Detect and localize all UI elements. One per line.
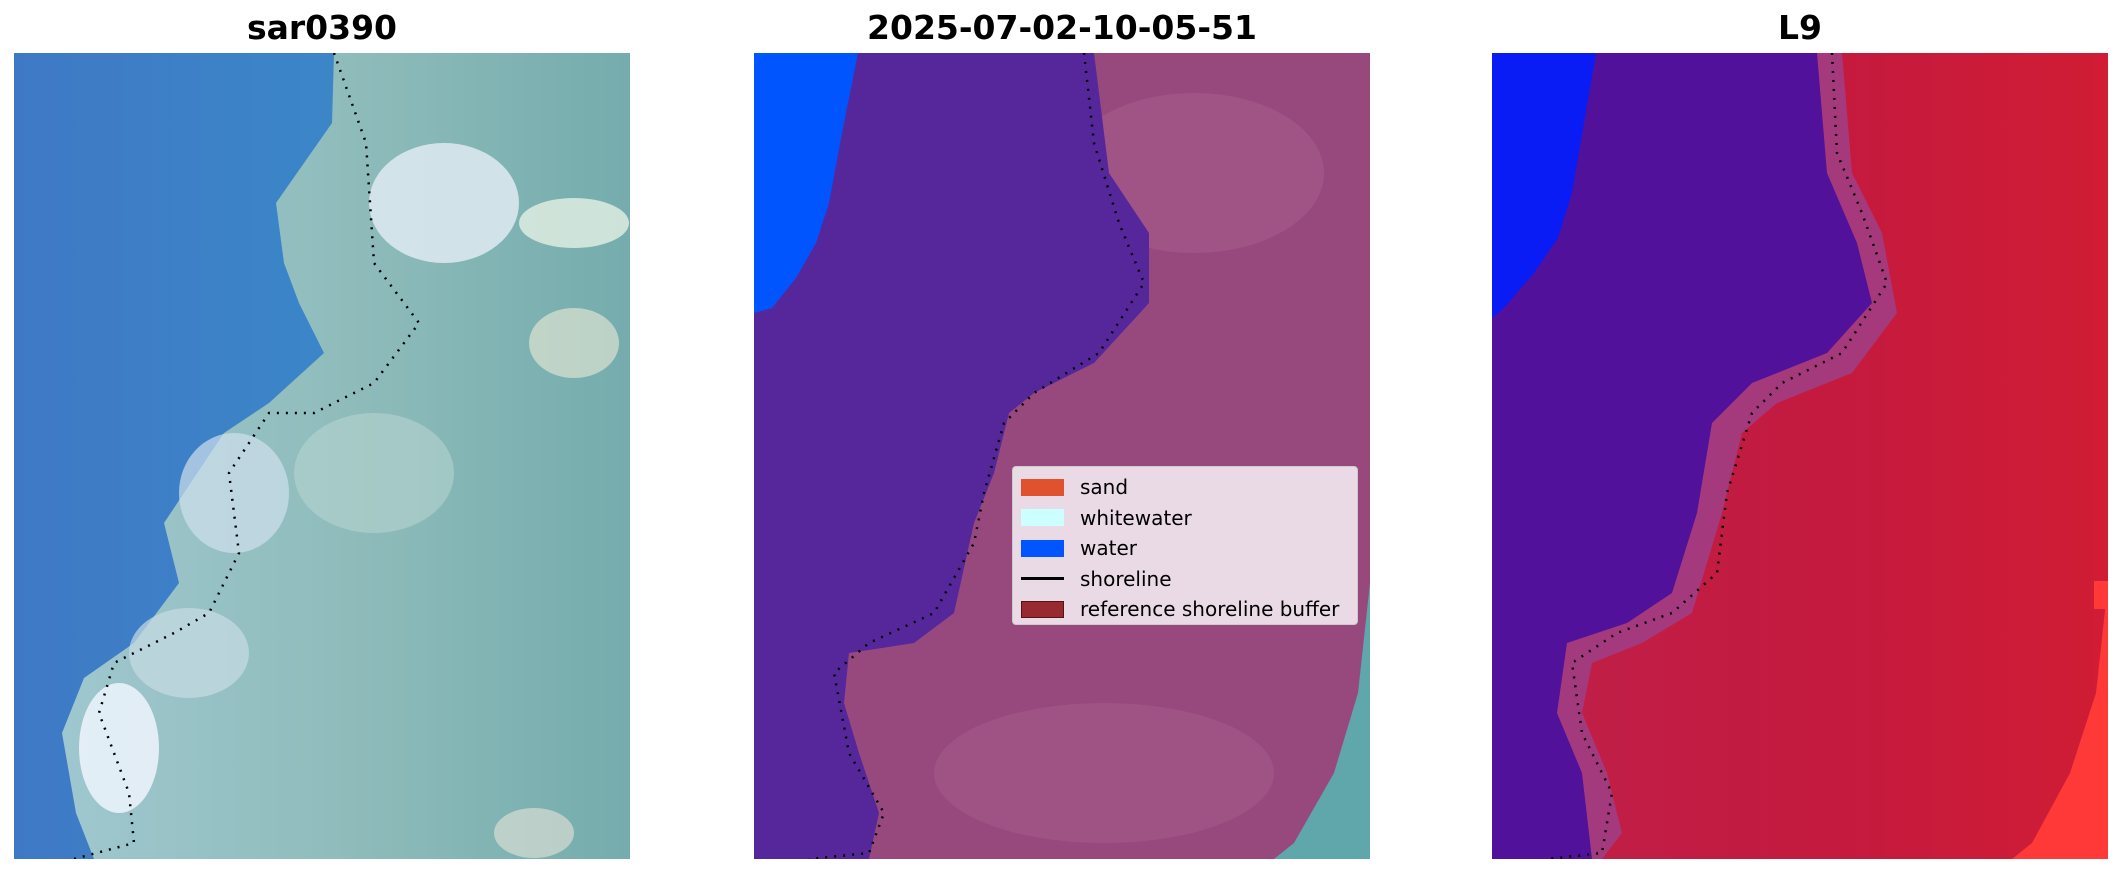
rgb-satellite-image xyxy=(14,53,630,859)
index-panel xyxy=(1492,53,2108,859)
legend-label: water xyxy=(1080,536,1137,561)
panel-title-rgb: sar0390 xyxy=(246,8,398,47)
panel-title-index: L9 xyxy=(1778,8,1822,47)
shoreline-swatch xyxy=(1021,577,1064,581)
legend-item-shoreline: shoreline xyxy=(1021,564,1349,595)
legend-label: sand xyxy=(1080,475,1129,500)
shoreline-line xyxy=(73,53,421,859)
legend-label: reference shoreline buffer xyxy=(1080,597,1340,622)
index-image xyxy=(1492,53,2108,859)
classification-image xyxy=(754,53,1370,859)
shoreline-line xyxy=(1546,53,1889,859)
legend: sand whitewater water shoreline referenc… xyxy=(1012,466,1358,625)
rgb-image-panel xyxy=(14,53,630,859)
legend-item-sand: sand xyxy=(1021,472,1349,503)
legend-label: whitewater xyxy=(1080,505,1192,530)
legend-item-water: water xyxy=(1021,533,1349,564)
legend-item-reference-buffer: reference shoreline buffer xyxy=(1021,594,1349,625)
water-swatch xyxy=(1021,539,1064,557)
sand-swatch xyxy=(1021,478,1064,496)
classification-panel xyxy=(754,53,1370,859)
reference-buffer-swatch xyxy=(1021,600,1064,618)
whitewater-swatch xyxy=(1021,509,1064,527)
legend-label: shoreline xyxy=(1080,566,1172,591)
panel-title-classification: 2025-07-02-10-05-51 xyxy=(867,8,1257,47)
legend-item-whitewater: whitewater xyxy=(1021,503,1349,534)
